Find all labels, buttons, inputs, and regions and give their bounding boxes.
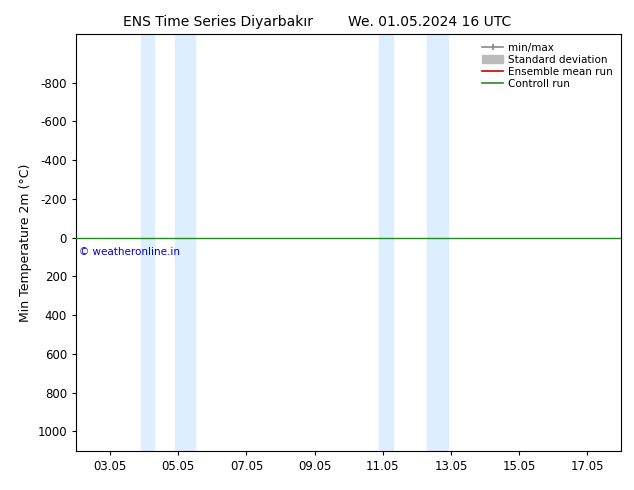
Bar (427, 34, 448, 451)
Bar (379, 34, 393, 451)
Bar (175, 34, 195, 451)
Y-axis label: Min Temperature 2m (°C): Min Temperature 2m (°C) (19, 163, 32, 322)
Text: © weatheronline.in: © weatheronline.in (79, 247, 181, 257)
Legend: min/max, Standard deviation, Ensemble mean run, Controll run: min/max, Standard deviation, Ensemble me… (479, 40, 616, 92)
Text: ENS Time Series Diyarbakır        We. 01.05.2024 16 UTC: ENS Time Series Diyarbakır We. 01.05.202… (123, 15, 511, 29)
Bar (141, 34, 155, 451)
